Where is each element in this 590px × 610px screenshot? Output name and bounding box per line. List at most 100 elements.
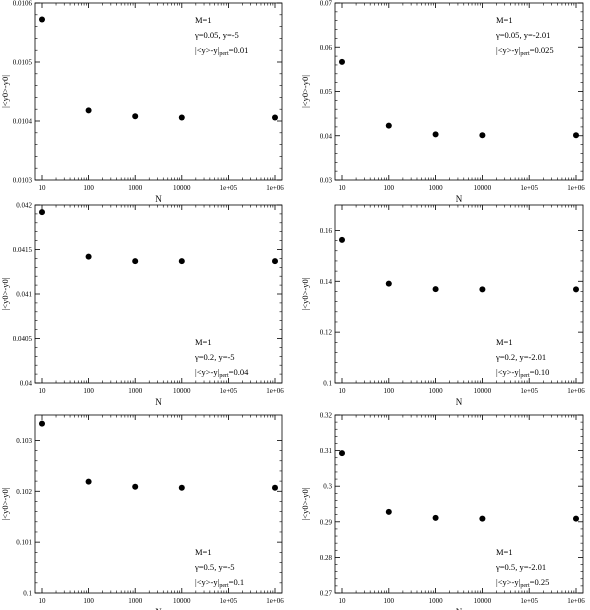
data-point [132, 483, 139, 490]
x-tick-label: 1000 [429, 184, 444, 192]
annotation-params: γ=0.05, y=-5 [194, 30, 239, 40]
annotation-pert-lhs: |<y>-y| [496, 577, 521, 587]
data-point [432, 131, 439, 138]
chart-panel: 10 100 1000 10000 1e+05 1e+06 0.0103 0.0104 0.01… [0, 0, 284, 204]
data-point [432, 514, 439, 521]
y-tick-label: 0.28 [320, 554, 333, 562]
data-point [339, 236, 345, 243]
data-point [272, 484, 278, 491]
y-tick-label: 0.32 [320, 412, 333, 420]
y-axis-label: |<y0>-y0| [300, 277, 310, 310]
x-axis-label: N [456, 397, 463, 407]
x-tick-label: 1e+06 [567, 387, 585, 395]
x-tick-label: 1e+05 [220, 184, 238, 192]
x-tick-label: 1e+06 [266, 387, 284, 395]
annotation-gamma: γ=0.5 [194, 562, 214, 572]
x-tick-label: 1000 [429, 387, 444, 395]
annotation-pert: |<y>-y|pert=0.04 [195, 367, 249, 379]
y-tick-label: 0.12 [320, 329, 333, 337]
data-point [479, 286, 486, 293]
annotation-pert-value: =0.1 [229, 577, 244, 587]
annotation-pert: |<y>-y|pert=0.1 [195, 577, 244, 589]
x-tick-label: 10 [339, 184, 347, 192]
annotation-gamma: γ=0.05 [495, 30, 519, 40]
x-axis-label: N [155, 397, 162, 407]
annotation-pert-lhs: |<y>-y| [195, 367, 220, 377]
y-tick-label: 0.0405 [13, 335, 33, 343]
x-axis-label: N [155, 194, 162, 204]
annotation-pert: |<y>-y|pert=0.01 [195, 45, 248, 57]
data-point [385, 122, 392, 129]
y-axis-label: |<y0>-y0| [0, 277, 10, 310]
y-tick-label: 0.31 [320, 447, 333, 455]
x-tick-label: 1e+05 [520, 387, 538, 395]
annotation-gamma: γ=0.5 [495, 562, 515, 572]
plot-frame [334, 204, 584, 384]
annotation-pert-sub: pert [520, 373, 530, 379]
data-point [39, 16, 45, 23]
annotation-gamma: γ=0.05 [194, 30, 218, 40]
y-tick-label: 0.29 [320, 518, 333, 526]
annotation-pert-sub: pert [520, 583, 530, 589]
annotation-pert-sub: pert [219, 51, 229, 57]
annotation-separator: , [515, 562, 519, 572]
data-point [479, 515, 486, 522]
x-tick-label: 1e+05 [220, 387, 238, 395]
y-tick-label: 0.03 [320, 177, 333, 185]
y-tick-label: 0.07 [320, 0, 333, 8]
x-tick-label: 1e+06 [567, 597, 585, 605]
data-point [178, 484, 185, 491]
plot-frame [34, 2, 283, 181]
data-point [132, 113, 139, 120]
annotation-pert-value: =0.025 [530, 45, 554, 55]
y-tick-label: 0.1 [323, 380, 332, 388]
annotation-pert-value: =0.25 [530, 577, 550, 587]
annotation-pert-value: =0.04 [229, 367, 249, 377]
annotation-separator: , [218, 30, 222, 40]
annotation-params: γ=0.2, y=-2.01 [495, 352, 546, 362]
y-tick-label: 0.041 [16, 291, 32, 299]
data-point [272, 258, 278, 265]
x-tick-label: 10000 [474, 387, 492, 395]
data-point [178, 258, 185, 265]
y-tick-label: 0.0105 [13, 59, 33, 67]
annotation-params: γ=0.2, y=-5 [194, 352, 235, 362]
annotation-gamma: γ=0.2 [194, 352, 214, 362]
y-tick-label: 0.06 [320, 44, 333, 52]
annotation-mass: M=1 [496, 15, 513, 25]
plot-frame [34, 204, 283, 384]
y-axis-label: |<y0>-y0| [0, 487, 10, 520]
x-tick-label: 1e+06 [266, 597, 284, 605]
annotation-mass: M=1 [496, 547, 513, 557]
annotation-pert-lhs: |<y>-y| [195, 45, 220, 55]
y-tick-label: 0.05 [320, 88, 333, 96]
annotation-y0: y=-5 [218, 562, 234, 572]
x-tick-label: 10000 [173, 387, 191, 395]
y-tick-label: 0.0104 [13, 118, 33, 126]
data-point [573, 132, 579, 139]
x-axis-label: N [456, 194, 463, 204]
y-tick-label: 0.0415 [13, 246, 33, 254]
data-point [385, 280, 392, 287]
y-tick-label: 0.0103 [13, 177, 33, 185]
annotation-pert-lhs: |<y>-y| [496, 45, 521, 55]
data-point [385, 508, 392, 515]
x-tick-label: 100 [83, 597, 94, 605]
x-tick-label: 10000 [173, 597, 191, 605]
y-tick-label: 0.0106 [13, 0, 33, 8]
chart-panel: 10 100 1000 10000 1e+05 1e+06 0.27 0.28 0.29 0.3 0… [300, 412, 585, 610]
x-tick-label: 100 [384, 387, 395, 395]
annotation-params: γ=0.5, y=-2.01 [495, 562, 546, 572]
annotation-pert-lhs: |<y>-y| [195, 577, 220, 587]
data-point [573, 286, 579, 293]
chart-panel: 10 100 1000 10000 1e+05 1e+06 0.1 0.101 0.102 0.1… [0, 414, 284, 610]
y-tick-label: 0.3 [323, 483, 332, 491]
x-tick-label: 100 [384, 597, 395, 605]
chart-panel: 10 100 1000 10000 1e+05 1e+06 0.03 0.04 0.05 0.06… [300, 0, 585, 204]
x-tick-label: 10000 [173, 184, 191, 192]
chart-panel: 10 100 1000 10000 1e+05 1e+06 0.1 0.12 0.14 0.16 N… [300, 204, 585, 407]
x-tick-label: 1000 [429, 597, 444, 605]
x-tick-label: 100 [384, 184, 395, 192]
data-point [178, 114, 185, 121]
x-tick-label: 10000 [474, 184, 492, 192]
